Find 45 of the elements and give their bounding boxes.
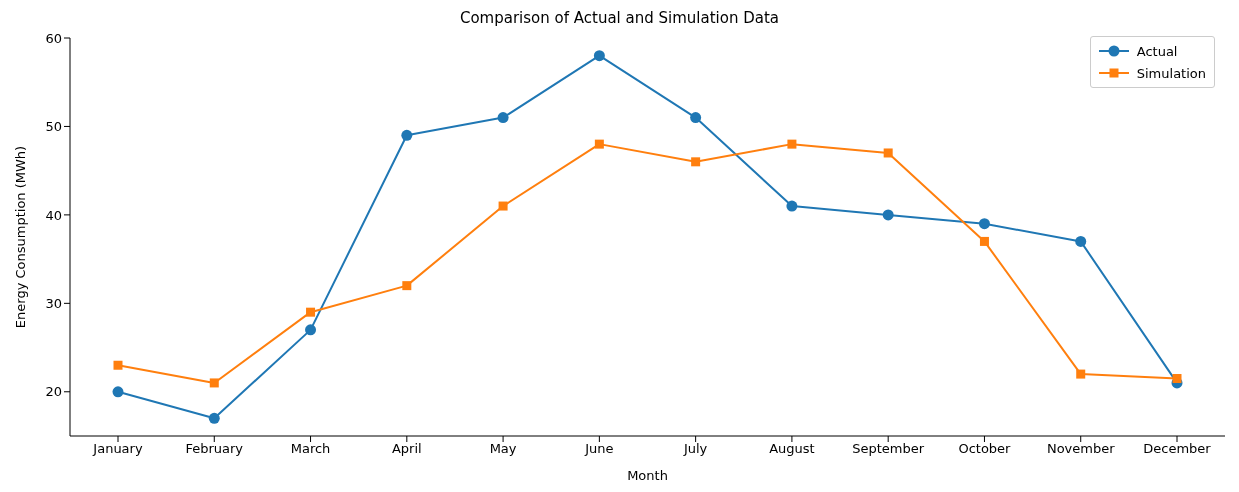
point: [594, 139, 604, 149]
x-tick-label: August: [769, 441, 815, 457]
y-tick-label: 50: [45, 119, 62, 135]
x-tick-label: November: [1046, 441, 1116, 457]
x-tick-label: January: [92, 441, 143, 457]
x-tick-label: September: [852, 441, 925, 457]
x-tick-label: February: [185, 441, 244, 457]
point: [305, 324, 317, 336]
point: [786, 200, 798, 212]
legend-label: Actual: [1136, 43, 1178, 59]
point: [882, 209, 894, 221]
point: [690, 112, 702, 124]
x-tick-label: July: [682, 441, 708, 457]
point: [787, 139, 797, 149]
point: [498, 201, 508, 211]
point: [883, 148, 893, 158]
y-tick-label: 60: [45, 30, 62, 46]
x-tick-label: March: [290, 441, 331, 457]
x-tick-label: May: [489, 441, 517, 457]
point: [691, 157, 701, 167]
x-tick-label: June: [584, 441, 614, 457]
point: [402, 281, 412, 291]
legend-label: Simulation: [1136, 65, 1206, 81]
point: [113, 360, 123, 370]
y-tick-label: 20: [45, 384, 62, 400]
y-tick-label: 40: [45, 207, 62, 223]
point: [208, 412, 220, 424]
point: [979, 236, 989, 246]
point: [1172, 374, 1182, 384]
point: [401, 129, 413, 141]
point: [306, 307, 316, 317]
x-tick-label: October: [958, 441, 1012, 457]
x-tick-label: December: [1143, 441, 1212, 457]
point: [112, 386, 124, 398]
x-tick-label: April: [391, 441, 422, 457]
point: [978, 218, 990, 230]
point: [1075, 235, 1087, 247]
point: [497, 112, 509, 124]
point: [209, 378, 219, 388]
x-axis-title: Month: [627, 468, 668, 483]
y-axis-title: Energy Consumption (MWh): [12, 145, 28, 329]
point: [593, 50, 605, 62]
point: [1076, 369, 1086, 379]
y-tick-label: 30: [45, 295, 62, 311]
chart-title: Comparison of Actual and Simulation Data: [458, 8, 780, 28]
